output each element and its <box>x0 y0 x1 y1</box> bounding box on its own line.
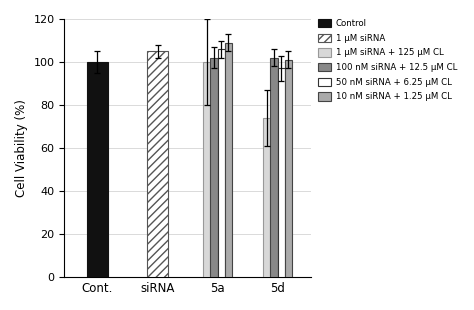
Bar <box>278 69 285 277</box>
Bar <box>87 62 108 277</box>
Bar <box>263 118 271 277</box>
Y-axis label: Cell Viability (%): Cell Viability (%) <box>15 99 28 197</box>
Bar <box>203 62 210 277</box>
Bar <box>210 58 218 277</box>
Bar <box>271 58 278 277</box>
Legend: Control, 1 μM siRNA, 1 μM siRNA + 125 μM CL, 100 nM siRNA + 12.5 μM CL, 50 nM si: Control, 1 μM siRNA, 1 μM siRNA + 125 μM… <box>318 18 458 102</box>
Bar <box>147 51 168 277</box>
Bar <box>218 49 225 277</box>
Bar <box>225 43 232 277</box>
Bar <box>285 60 292 277</box>
